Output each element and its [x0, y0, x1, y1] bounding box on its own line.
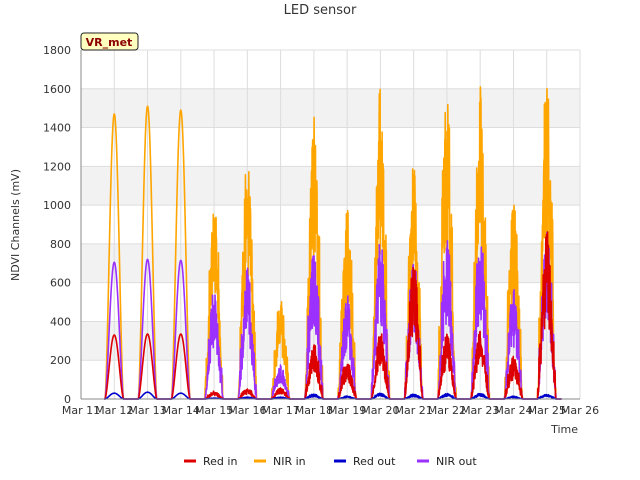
plot-band [81, 88, 580, 128]
y-axis-label: NDVI Channels (mV) [9, 169, 22, 281]
chart-title: LED sensor [284, 3, 357, 18]
x-tick-label: Mar 11 [62, 404, 100, 417]
y-tick-labels: 0 200 400 600 800 1000 1200 1400 1600 1800 [43, 44, 71, 406]
legend-item: Red out [334, 455, 396, 468]
y-tick-label: 1400 [43, 122, 71, 135]
x-tick-label: Mar 24 [494, 404, 532, 417]
y-tick-label: 800 [50, 238, 71, 251]
y-tick-label: 1800 [43, 44, 71, 57]
legend-label: NIR out [436, 455, 477, 468]
legend-item: NIR in [254, 455, 306, 468]
axes [80, 50, 580, 400]
legend: Red in NIR in Red out NIR out [184, 455, 477, 468]
x-tick-label: Mar 19 [328, 404, 366, 417]
legend-label: Red out [353, 455, 396, 468]
x-tick-label: Mar 20 [361, 404, 399, 417]
x-tick-label: Mar 17 [261, 404, 299, 417]
y-tick-label: 1000 [43, 199, 71, 212]
y-tick-label: 0 [64, 393, 71, 406]
site-badge-label: VR_met [86, 36, 133, 49]
legend-item: Red in [184, 455, 237, 468]
x-tick-label: Mar 15 [195, 404, 233, 417]
plot-band [81, 166, 580, 206]
y-tick-label: 400 [50, 315, 71, 328]
legend-item: NIR out [417, 455, 477, 468]
x-tick-label: Mar 12 [95, 404, 133, 417]
plot-bands [81, 88, 580, 361]
y-tick-label: 600 [50, 277, 71, 290]
x-tick-label: Mar 23 [461, 404, 499, 417]
y-tick-label: 1200 [43, 160, 71, 173]
x-tick-label: Mar 21 [395, 404, 433, 417]
plot-band [81, 243, 580, 283]
x-tick-label: Mar 22 [428, 404, 466, 417]
x-axis-label: Time [550, 423, 578, 436]
site-badge: VR_met [80, 32, 139, 51]
y-tick-label: 200 [50, 354, 71, 367]
x-tick-label: Mar 26 [561, 404, 599, 417]
site-badge-box [80, 32, 139, 51]
x-tick-label: Mar 13 [128, 404, 166, 417]
x-tick-label: Mar 25 [528, 404, 566, 417]
legend-label: NIR in [273, 455, 306, 468]
x-tick-label: Mar 14 [162, 404, 200, 417]
x-tick-label: Mar 16 [228, 404, 266, 417]
legend-label: Red in [203, 455, 237, 468]
y-tick-label: 1600 [43, 83, 71, 96]
x-tick-label: Mar 18 [295, 404, 333, 417]
plot-band [81, 321, 580, 361]
